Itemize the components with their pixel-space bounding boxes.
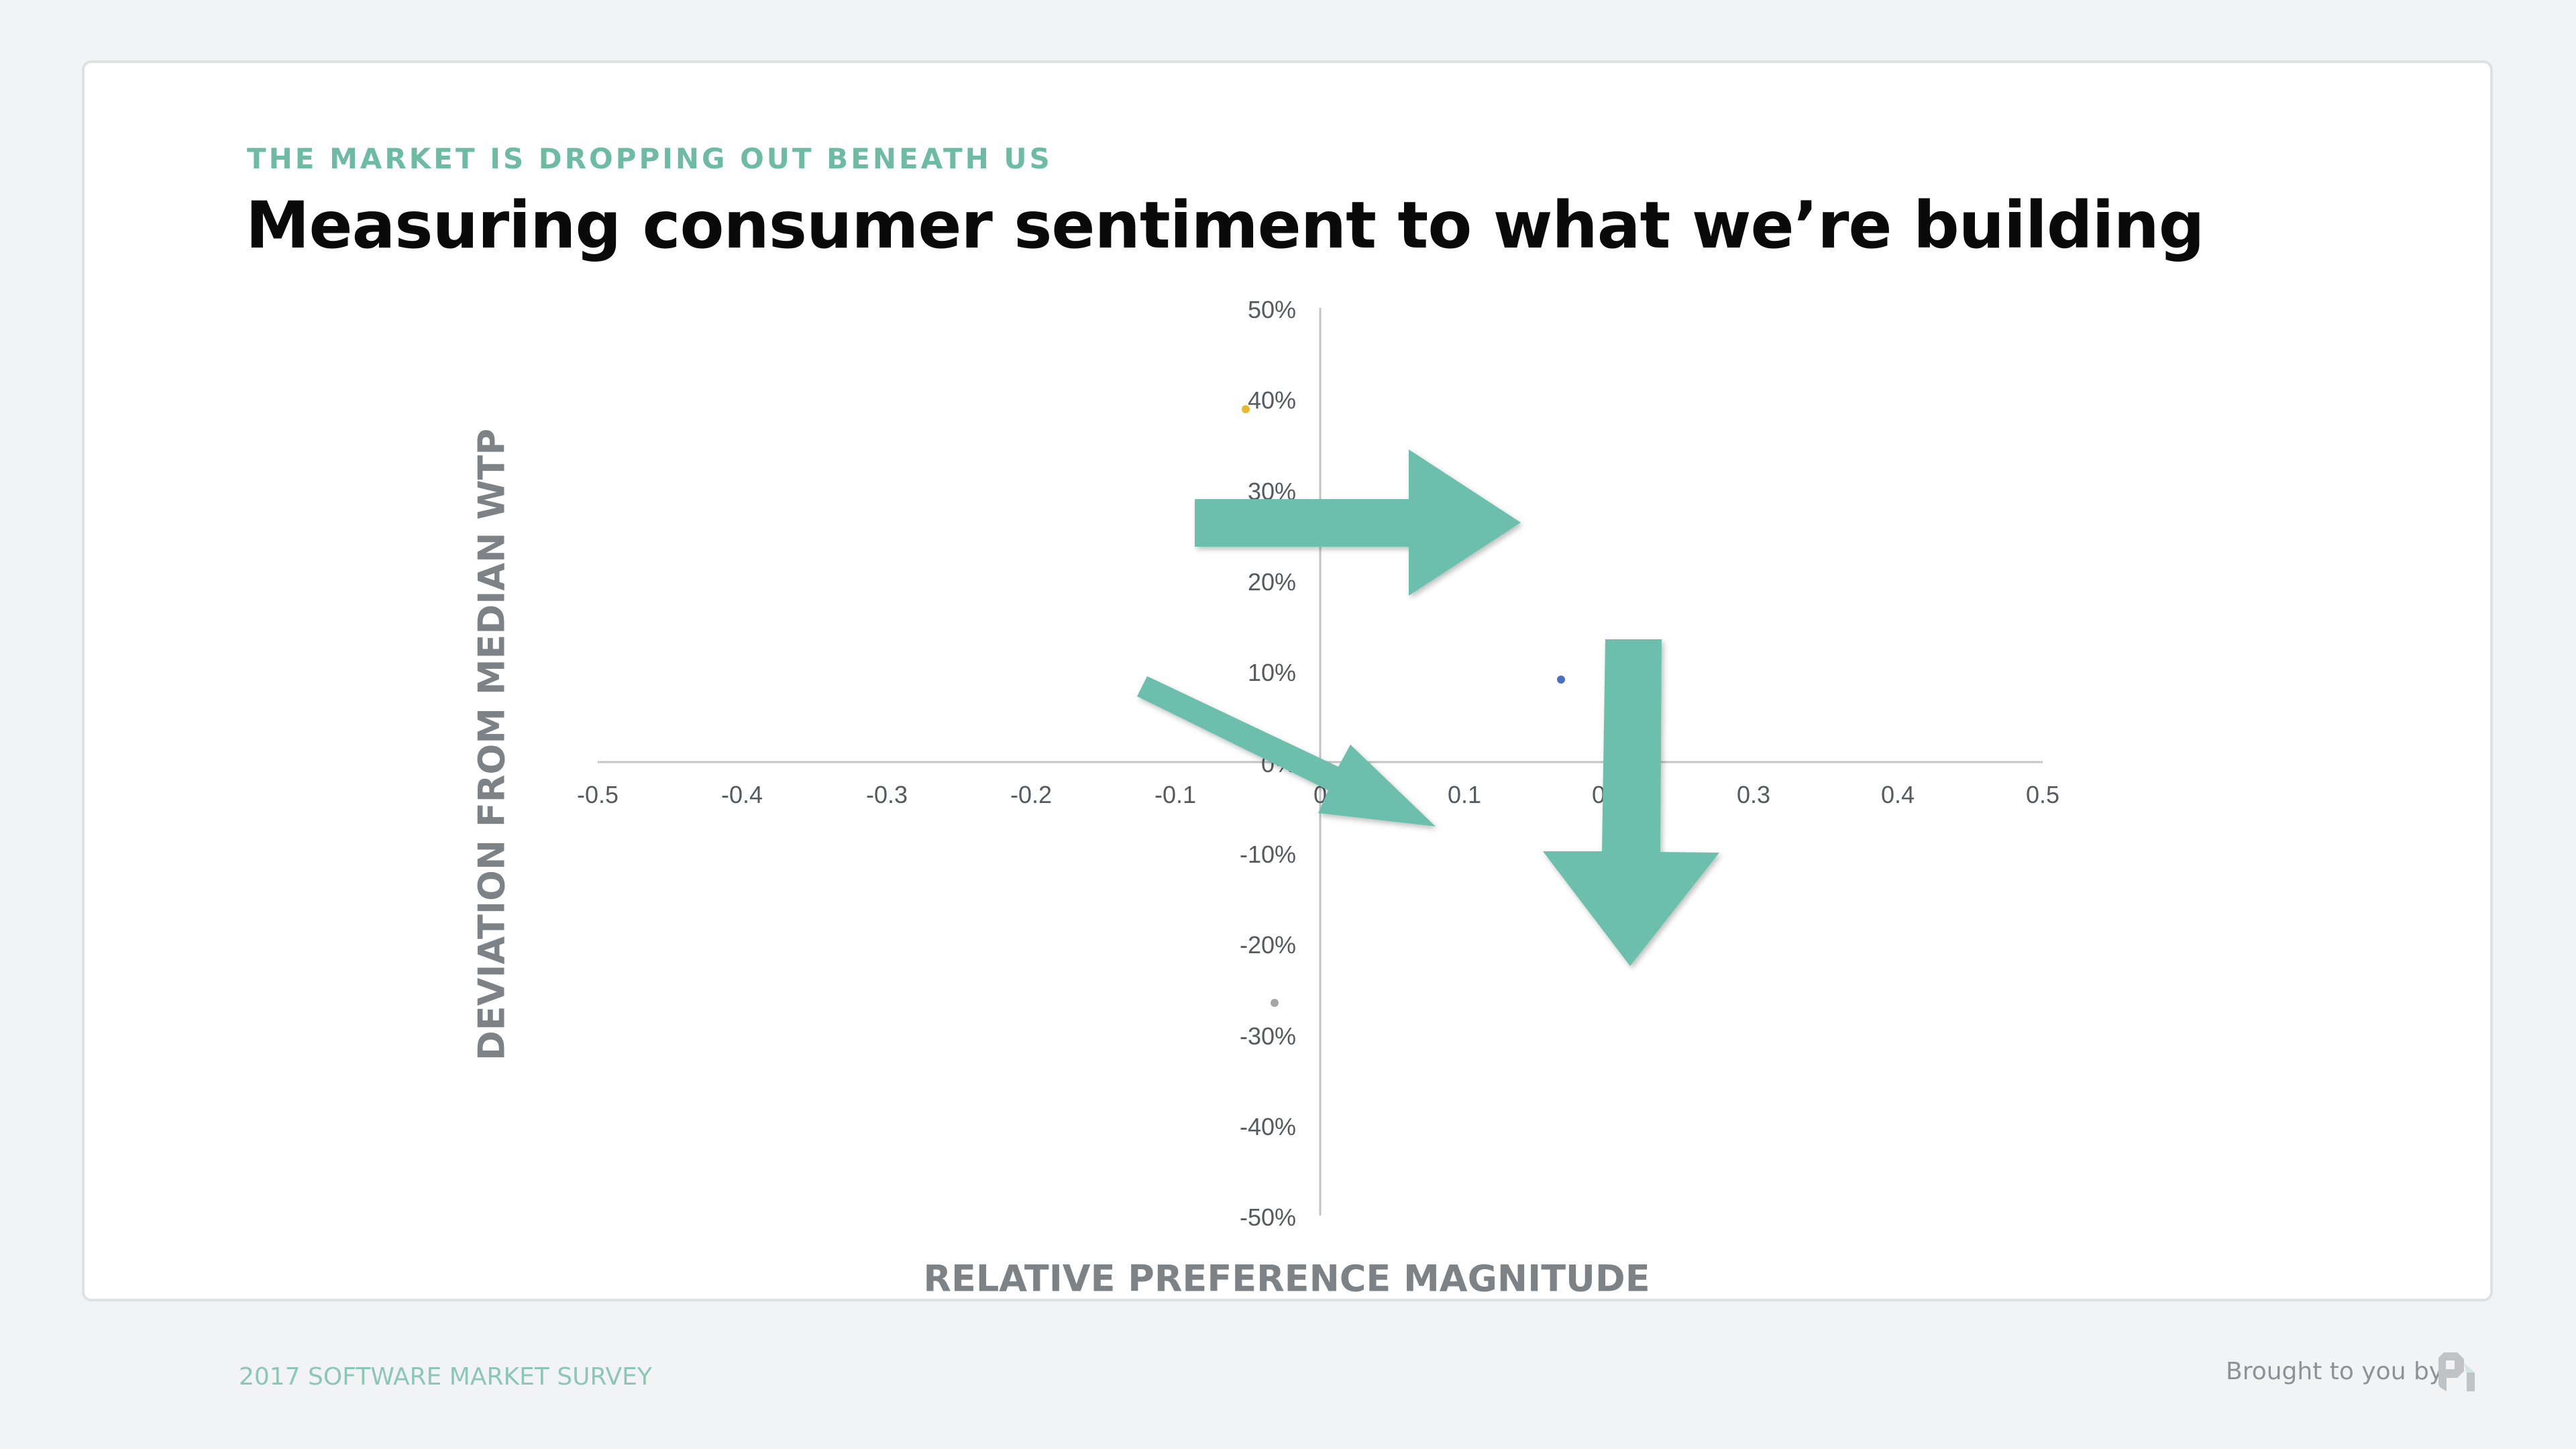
down-arrow-icon (1543, 639, 1719, 966)
svg-text:-0.3: -0.3 (866, 781, 908, 808)
data-point-blue[interactable] (1557, 676, 1565, 684)
svg-text:0.1: 0.1 (1448, 781, 1481, 808)
svg-text:10%: 10% (1248, 659, 1296, 686)
slide-title: Measuring consumer sentiment to what we’… (246, 188, 2205, 263)
svg-text:0.5: 0.5 (2026, 781, 2059, 808)
x-tick-labels: -0.5 -0.4 -0.3 -0.2 -0.1 0 0.1 0.2 0.3 0… (577, 781, 2059, 808)
slide-eyebrow: THE MARKET IS DROPPING OUT BENEATH US (247, 142, 1053, 175)
svg-text:0.4: 0.4 (1881, 781, 1915, 808)
svg-text:-0.2: -0.2 (1010, 781, 1052, 808)
right-arrow-icon (1195, 449, 1521, 596)
svg-text:-40%: -40% (1240, 1113, 1296, 1140)
svg-text:0.3: 0.3 (1737, 781, 1770, 808)
svg-text:-30%: -30% (1240, 1022, 1296, 1050)
down-right-arrow-icon (1137, 676, 1436, 826)
footer-credit-label: Brought to you by (2226, 1358, 2444, 1385)
footer-survey-label: 2017 SOFTWARE MARKET SURVEY (239, 1363, 652, 1391)
svg-text:40%: 40% (1248, 386, 1296, 414)
svg-text:-0.1: -0.1 (1155, 781, 1196, 808)
svg-text:-50%: -50% (1240, 1203, 1296, 1231)
data-point-yellow[interactable] (1242, 405, 1250, 413)
svg-text:50%: 50% (1248, 296, 1296, 323)
svg-text:20%: 20% (1248, 568, 1296, 596)
svg-text:-0.4: -0.4 (721, 781, 763, 808)
svg-text:-20%: -20% (1240, 931, 1296, 959)
svg-text:-0.5: -0.5 (577, 781, 619, 808)
svg-text:-10%: -10% (1240, 841, 1296, 868)
x-axis-title: RELATIVE PREFERENCE MAGNITUDE (923, 1257, 1650, 1300)
data-point-gray[interactable] (1271, 999, 1279, 1007)
brand-p-logo-icon[interactable] (2433, 1351, 2477, 1394)
slide-card (82, 60, 2493, 1301)
y-axis-title: DEVIATION FROM MEDIAN WTP (470, 428, 513, 1061)
y-tick-labels: 50% 40% 30% 20% 10% 0% -10% -20% -30% -4… (1240, 296, 1296, 1231)
